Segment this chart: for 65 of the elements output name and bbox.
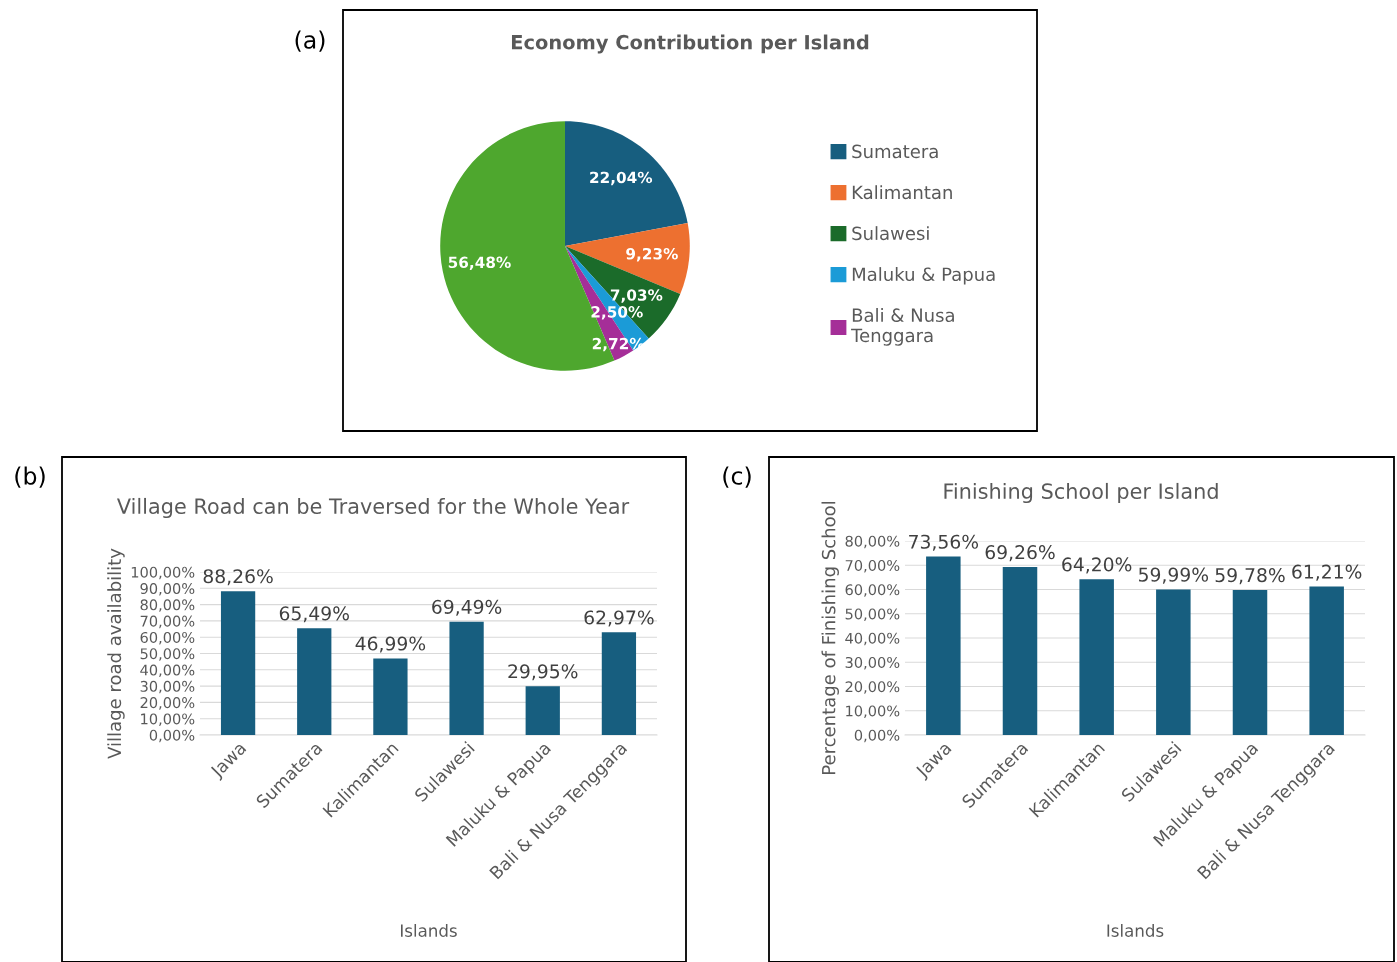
data-label: 46,99% — [355, 636, 426, 653]
data-label: 59,78% — [1215, 568, 1285, 585]
data-label: 65,49% — [279, 606, 349, 623]
bar — [1156, 589, 1191, 735]
y-tick-label: 70,00% — [140, 615, 195, 629]
text: (a) — [295, 30, 325, 52]
bar — [449, 621, 484, 735]
pie-slice — [565, 246, 681, 339]
data-label: 69,49% — [432, 599, 502, 616]
data-label: 73,56% — [909, 534, 979, 551]
chart-title: Economy Contribution per Island — [511, 34, 869, 54]
bar — [297, 628, 332, 735]
y-tick-label: 50,00% — [845, 608, 900, 621]
y-tick-label: 60,00% — [845, 584, 900, 597]
bar — [220, 591, 256, 735]
y-tick-label: 30,00% — [140, 680, 195, 694]
pie-slice — [565, 121, 688, 246]
data-label: 88,26% — [203, 569, 273, 586]
bar — [1309, 586, 1344, 735]
y-tick-label: 10,00% — [141, 713, 195, 726]
text: (c) — [723, 466, 751, 488]
y-tick-label: 80,00% — [845, 535, 900, 549]
data-label: 69,26% — [985, 545, 1055, 562]
data-label: 59,99% — [1139, 567, 1209, 584]
bar — [525, 686, 560, 735]
y-tick-label: 60,00% — [140, 631, 195, 645]
data-label: 62,97% — [584, 610, 654, 627]
y-tick-label: 90,00% — [140, 583, 195, 596]
data-label: 9,23% — [626, 247, 678, 262]
chart-title: Village Road can be Traversed for the Whole Year — [116, 497, 630, 519]
y-tick-label: 0,00% — [149, 729, 195, 743]
legend-label: Sulawesi — [852, 226, 929, 241]
y-tick-label: 80,00% — [140, 599, 195, 612]
data-label: 61,21% — [1292, 564, 1362, 581]
y-tick-label: 20,00% — [845, 681, 900, 694]
data-label: 22,04% — [590, 171, 653, 186]
legend-label: Maluku & Papua — [852, 267, 995, 285]
data-label: 7,03% — [610, 289, 663, 303]
bar — [1079, 579, 1114, 735]
y-axis-title: Percentage of Finishing School — [821, 501, 839, 774]
y-tick-label: 0,00% — [854, 729, 900, 743]
data-label: 56,48% — [448, 256, 511, 271]
y-tick-label: 50,00% — [140, 648, 195, 661]
bar — [601, 632, 637, 735]
bar — [373, 658, 408, 735]
y-tick-label: 40,00% — [845, 632, 900, 646]
legend-label: Sumatera — [852, 144, 938, 159]
y-axis-title: Village road availability — [107, 548, 125, 759]
chart-title: Finishing School per Island — [944, 482, 1218, 504]
y-tick-label: 20,00% — [140, 697, 195, 710]
y-tick-label: 10,00% — [846, 705, 900, 718]
bar — [926, 556, 961, 735]
bar — [1232, 590, 1268, 735]
x-axis-title: Islands — [401, 924, 457, 937]
y-tick-label: 100,00% — [131, 566, 195, 580]
legend-label: Bali & Nusa Tenggara — [851, 308, 954, 346]
legend-label: Kalimantan — [852, 185, 952, 200]
y-tick-label: 70,00% — [845, 559, 900, 573]
bar — [1002, 567, 1038, 735]
text: (b) — [15, 466, 45, 488]
data-label: 64,20% — [1062, 557, 1132, 574]
y-tick-label: 30,00% — [845, 656, 900, 670]
data-label: 29,95% — [508, 664, 578, 681]
y-tick-label: 40,00% — [140, 664, 195, 678]
x-axis-title: Islands — [1107, 924, 1164, 937]
